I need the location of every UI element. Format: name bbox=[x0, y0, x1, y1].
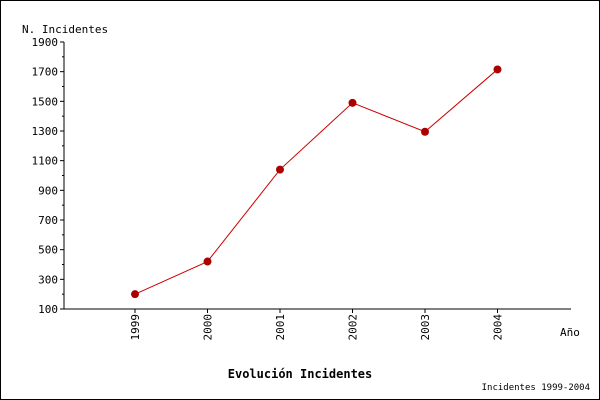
data-point bbox=[493, 65, 502, 74]
chart-footer: Incidentes 1999-2004 bbox=[481, 383, 590, 393]
x-tick-label: 2003 bbox=[419, 314, 432, 341]
x-axis-label: Año bbox=[560, 326, 580, 339]
y-tick-label: 1300 bbox=[32, 125, 59, 138]
y-tick-label: 1700 bbox=[32, 66, 59, 79]
y-tick-label: 700 bbox=[38, 214, 58, 227]
x-tick-label: 2002 bbox=[347, 314, 360, 341]
x-tick-label: 2000 bbox=[202, 314, 215, 341]
data-point bbox=[421, 127, 429, 136]
y-tick-label: 1100 bbox=[32, 155, 59, 168]
y-tick-label: 900 bbox=[38, 184, 58, 197]
x-tick-label: 1999 bbox=[129, 314, 142, 341]
data-point bbox=[203, 257, 212, 266]
series-line bbox=[134, 69, 498, 295]
chart-title: Evolución Incidentes bbox=[227, 367, 373, 381]
x-tick-label: 2004 bbox=[492, 314, 505, 341]
x-tick-label: 2001 bbox=[274, 314, 287, 341]
y-tick-label: 1500 bbox=[32, 95, 59, 108]
data-point bbox=[348, 98, 357, 107]
y-tick-label: 500 bbox=[38, 244, 58, 257]
y-tick-label: 1900 bbox=[32, 36, 59, 49]
y-tick-label: 100 bbox=[38, 303, 58, 316]
data-point bbox=[276, 165, 284, 174]
data-point bbox=[131, 290, 139, 299]
y-tick-label: 300 bbox=[38, 273, 58, 286]
y-axis-label: N. Incidentes bbox=[22, 23, 109, 36]
